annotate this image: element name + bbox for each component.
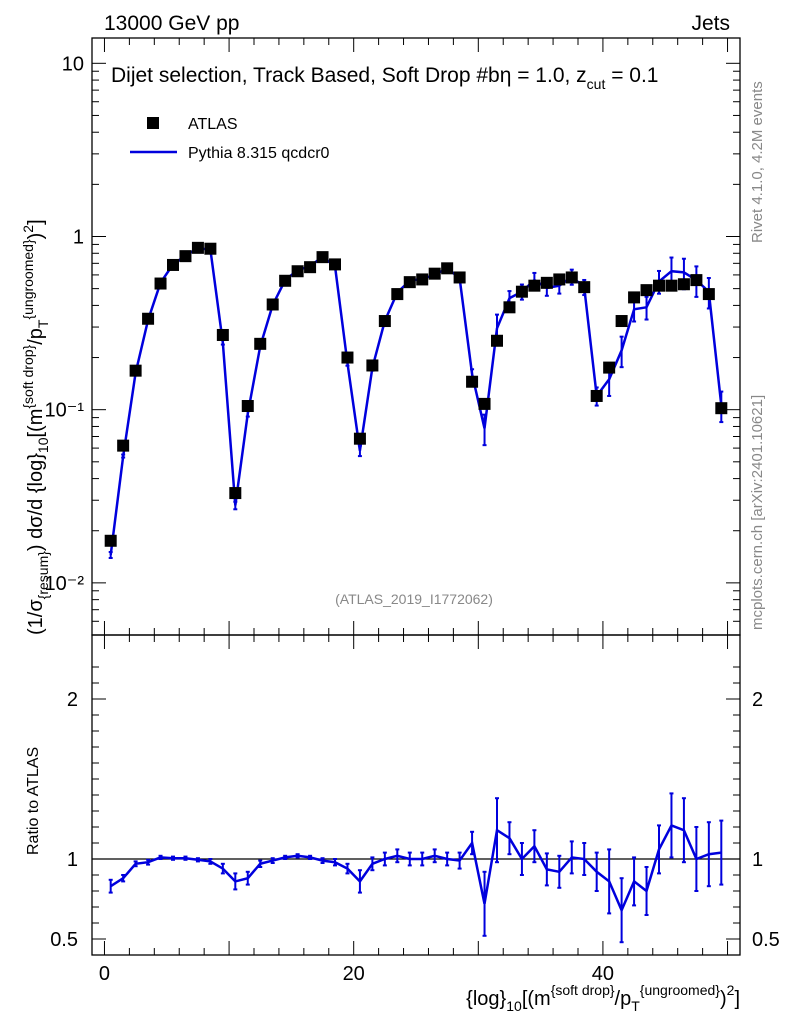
atlas-data-point xyxy=(104,534,117,547)
ratio-plot-frame xyxy=(91,634,741,956)
ratio-y-tick-label: 2 xyxy=(67,689,78,711)
x-axis-label: {log}10[(m{soft drop}/pT{ungroomed})2] xyxy=(466,982,740,1014)
atlas-data-point xyxy=(665,279,678,292)
atlas-data-point xyxy=(391,288,404,301)
ratio-y-axis-label: Ratio to ATLAS xyxy=(25,747,42,855)
atlas-data-point xyxy=(441,262,454,275)
atlas-data-point xyxy=(142,312,155,325)
atlas-data-point xyxy=(204,242,217,255)
atlas-data-point xyxy=(565,271,578,284)
atlas-data-point xyxy=(677,278,690,291)
legend: ATLAS Pythia 8.315 qcdcr0 xyxy=(130,116,330,162)
atlas-data-point xyxy=(316,251,329,264)
atlas-data-point xyxy=(167,258,179,271)
atlas-data-point xyxy=(553,273,566,286)
atlas-data-point xyxy=(241,400,254,413)
header-category: Jets xyxy=(691,12,730,35)
atlas-data-point xyxy=(615,315,628,328)
atlas-data-point xyxy=(515,285,528,298)
ratio-axis-ticks: 0 20 40 2 2 1 1 0.5 0.5 xyxy=(50,635,780,985)
x-tick-label: 20 xyxy=(343,963,365,985)
atlas-data-point xyxy=(503,301,516,314)
pythia-series-line xyxy=(109,247,723,556)
atlas-data-point xyxy=(179,250,192,263)
atlas-data-point xyxy=(266,298,279,311)
ratio-y-tick-label-right: 0.5 xyxy=(752,929,780,951)
atlas-data-point xyxy=(254,337,267,350)
atlas-data-point xyxy=(478,397,491,410)
atlas-data-point xyxy=(453,271,466,284)
atlas-data-point xyxy=(366,359,379,372)
atlas-data-point xyxy=(528,279,541,292)
atlas-data-point xyxy=(466,375,479,388)
main-y-tick-label: 10 xyxy=(62,53,84,75)
analysis-watermark: (ATLAS_2019_I1772062) xyxy=(335,591,493,607)
legend-atlas-label: ATLAS xyxy=(188,116,238,133)
ratio-y-tick-label: 1 xyxy=(67,849,78,871)
ratio-y-tick-label-right: 1 xyxy=(752,849,763,871)
atlas-data-point xyxy=(628,291,641,304)
legend-atlas-marker xyxy=(147,117,159,129)
atlas-data-point xyxy=(291,265,304,278)
header-process: 13000 GeV pp xyxy=(104,12,239,35)
atlas-data-point xyxy=(603,361,616,374)
rivet-label: Rivet 4.1.0, 4.2M events xyxy=(749,81,766,243)
atlas-data-point xyxy=(216,328,229,341)
atlas-data-point xyxy=(578,281,591,294)
atlas-data-point xyxy=(378,315,391,328)
atlas-data-point xyxy=(491,334,503,347)
atlas-data-point xyxy=(229,487,242,500)
ratio-data-layer xyxy=(92,792,740,944)
ratio-y-tick-label: 0.5 xyxy=(50,929,78,951)
atlas-data-point xyxy=(341,351,354,364)
atlas-data-point xyxy=(191,241,204,254)
plot-title: Dijet selection, Track Based, Soft Drop … xyxy=(111,64,659,92)
x-tick-label: 0 xyxy=(99,963,110,985)
main-y-tick-label: 1 xyxy=(73,226,84,248)
atlas-data-point xyxy=(117,439,130,452)
main-data-layer xyxy=(104,241,728,559)
mcplots-label: mcplots.cern.ch [arXiv:2401.10621] xyxy=(749,395,766,630)
main-y-tick-label: 10⁻² xyxy=(45,573,85,595)
main-axis-ticks: 10 1 10⁻¹ 10⁻² xyxy=(45,38,740,636)
atlas-data-point xyxy=(702,288,715,301)
atlas-data-point xyxy=(353,432,366,445)
atlas-data-point xyxy=(640,284,653,297)
legend-pythia-label: Pythia 8.315 qcdcr0 xyxy=(188,145,330,162)
atlas-data-point xyxy=(416,273,429,286)
atlas-data-point xyxy=(653,279,665,292)
atlas-data-point xyxy=(154,277,167,290)
atlas-data-point xyxy=(428,267,441,280)
atlas-data-point xyxy=(403,276,416,289)
atlas-data-point xyxy=(540,276,553,289)
atlas-data-point xyxy=(129,364,142,377)
x-tick-label: 40 xyxy=(592,963,614,985)
atlas-data-point xyxy=(304,261,317,274)
main-y-tick-label: 10⁻¹ xyxy=(45,400,85,422)
atlas-data-point xyxy=(590,389,603,402)
ratio-series-line xyxy=(110,823,722,914)
atlas-data-point xyxy=(329,258,341,271)
atlas-data-point xyxy=(279,274,292,287)
atlas-data-point xyxy=(715,402,728,415)
ratio-y-tick-label-right: 2 xyxy=(752,689,763,711)
atlas-data-point xyxy=(690,274,703,287)
main-y-axis-label: (1/σ{resum}) dσ/d {log}10[(m{soft drop}/… xyxy=(20,219,51,635)
